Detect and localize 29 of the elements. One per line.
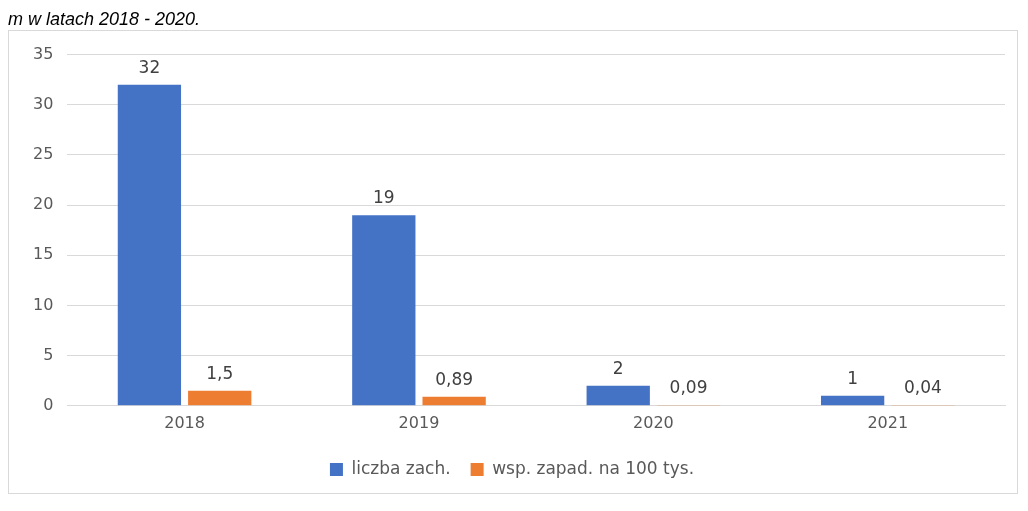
bar [352, 215, 416, 406]
data-label: 19 [372, 187, 395, 208]
y-tick-label: 5 [43, 344, 54, 364]
y-tick-label: 20 [33, 194, 54, 214]
data-label: 32 [138, 56, 161, 77]
y-tick-label: 15 [33, 244, 54, 264]
bar [820, 395, 885, 406]
legend-label: wsp. zapad. na 100 tys. [492, 457, 695, 478]
data-label: 0,89 [435, 368, 474, 389]
data-label: 1,5 [206, 362, 234, 383]
data-label: 0,04 [904, 377, 942, 398]
y-tick-label: 25 [33, 144, 54, 164]
y-tick-label: 10 [33, 294, 54, 314]
data-label: 1 [847, 367, 859, 388]
text: m w latach 2018 - 2020. [8, 8, 202, 30]
data-label: 0,09 [669, 376, 708, 397]
y-tick-label: 35 [33, 43, 54, 63]
x-tick-label: 2021 [867, 412, 909, 432]
bar [586, 385, 650, 406]
y-tick-label: 0 [43, 394, 54, 414]
y-tick-label: 30 [33, 93, 54, 113]
legend-label: liczba zach. [351, 457, 451, 478]
x-tick-label: 2019 [398, 412, 440, 432]
bar [188, 390, 252, 406]
x-tick-label: 2020 [633, 412, 674, 432]
bar [117, 84, 182, 406]
bar [422, 396, 486, 406]
x-tick-label: 2018 [164, 412, 205, 432]
data-label: 2 [612, 357, 624, 378]
